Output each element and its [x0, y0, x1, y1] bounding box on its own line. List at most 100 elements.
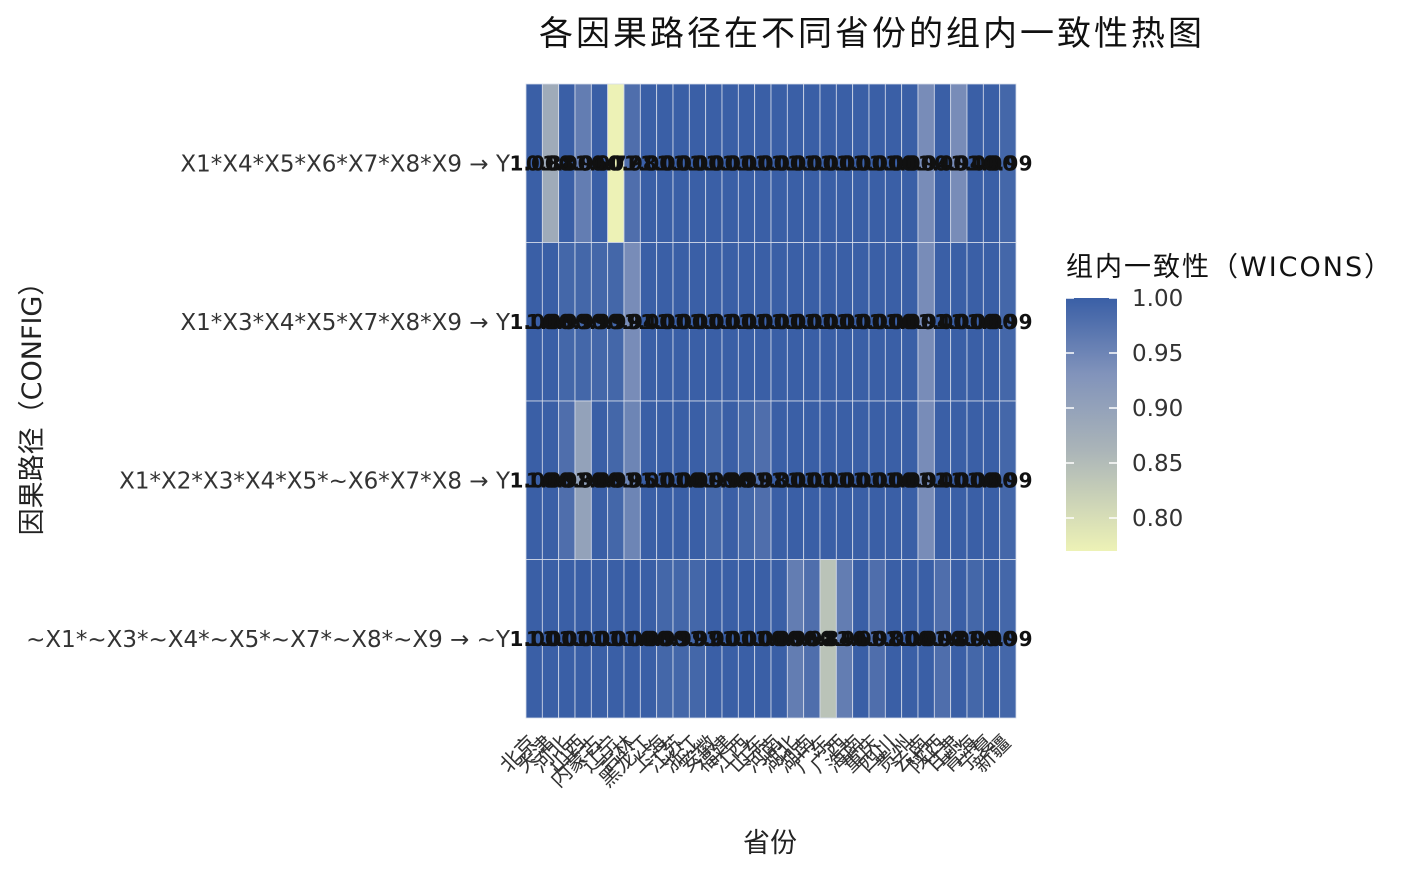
cell-value-label: 1.00 — [787, 151, 836, 175]
cell-value-label: 1.00 — [640, 151, 689, 175]
cell-value-label: 1.00 — [575, 151, 624, 175]
cell-value-label: 1.00 — [575, 627, 624, 651]
cell-value-label: 0.98 — [542, 468, 591, 492]
cell-value-label: 1.00 — [705, 310, 754, 334]
cell-value-label: 1.00 — [771, 151, 820, 175]
cell-value-label: 0.99 — [722, 468, 771, 492]
cell-value-label: 1.00 — [738, 151, 787, 175]
legend-title: 组内一致性（WICONS） — [1066, 252, 1393, 283]
cell-value-label: 1.00 — [836, 151, 885, 175]
cell-value-label: 1.00 — [673, 468, 722, 492]
legend-tick-label: 0.95 — [1132, 341, 1183, 367]
cell-value-label: 0.99 — [542, 310, 591, 334]
y-tick-labels: X1*X4*X5*X6*X7*X8*X9 → Y X1*X3*X4*X5*X7*X… — [26, 151, 511, 653]
cell-value-label: 0.84 — [803, 627, 852, 651]
cell-value-label: 0.77 — [591, 151, 640, 175]
cell-value-label: 1.00 — [820, 468, 869, 492]
cell-value-label: 1.00 — [705, 151, 754, 175]
legend-colorbar — [1066, 298, 1117, 551]
cell-value-label: 1.00 — [607, 627, 656, 651]
cell-value-label: 0.94 — [934, 151, 983, 175]
cell-value-label: 1.00 — [869, 627, 918, 651]
cell-value-label: 1.00 — [640, 468, 689, 492]
cell-value-label: 1.00 — [787, 468, 836, 492]
legend: 组内一致性（WICONS） 1.00 0.95 0.90 0.85 0.80 — [1066, 252, 1393, 551]
cell-value-label: 1.00 — [820, 151, 869, 175]
cell-value-label: 0.99 — [983, 310, 1032, 334]
cell-value-label: 1.00 — [591, 627, 640, 651]
cell-value-label: 1.00 — [950, 310, 999, 334]
legend-tick-label: 1.00 — [1132, 286, 1183, 312]
cell-value-label: 0.94 — [901, 151, 950, 175]
cell-value-label: 1.00 — [689, 310, 738, 334]
cell-value-label: 1.00 — [803, 151, 852, 175]
legend-tick-label: 0.80 — [1132, 506, 1183, 532]
cell-value-label: 0.98 — [607, 151, 656, 175]
cell-value-label: 1.00 — [787, 310, 836, 334]
cell-value-label: 0.98 — [738, 468, 787, 492]
cell-value-label: 0.99 — [591, 310, 640, 334]
cell-value-label: 1.00 — [673, 310, 722, 334]
cell-value-label: 1.00 — [967, 151, 1016, 175]
cell-value-label: 1.00 — [509, 151, 558, 175]
cell-value-label: 1.00 — [852, 151, 901, 175]
y-tick-label: X1*X2*X3*X4*X5*~X6*X7*X8 → Y — [119, 468, 511, 494]
cell-value-label: 1.00 — [542, 627, 591, 651]
cell-value-label: 1.00 — [885, 151, 934, 175]
cell-value-label: 1.00 — [918, 151, 967, 175]
cell-value-label: 0.98 — [787, 627, 836, 651]
cell-value-label: 1.00 — [738, 627, 787, 651]
cell-value-label: 1.00 — [509, 310, 558, 334]
cell-value-label: 0.94 — [901, 310, 950, 334]
cell-value-label: 1.00 — [754, 310, 803, 334]
cell-value-label: 1.00 — [869, 151, 918, 175]
cell-value-label: 1.00 — [689, 627, 738, 651]
cell-value-label: 0.99 — [950, 627, 999, 651]
heatmap-cell — [999, 559, 1017, 719]
cell-value-label: 1.00 — [705, 627, 754, 651]
cell-value-label: 1.00 — [624, 468, 673, 492]
cell-value-label: 1.00 — [526, 468, 575, 492]
cell-value-label: 1.00 — [803, 310, 852, 334]
cell-value-label: 1.00 — [836, 627, 885, 651]
cell-value-label: 0.99 — [575, 310, 624, 334]
cell-value-label: 1.00 — [934, 310, 983, 334]
heatmap-cells — [525, 83, 1017, 719]
heatmap-cell-labels: 1.000.881.000.961.000.770.981.001.001.00… — [509, 151, 1032, 651]
cell-value-label: 0.99 — [673, 627, 722, 651]
cell-value-label: 0.99 — [640, 627, 689, 651]
cell-value-label: 1.00 — [918, 468, 967, 492]
cell-value-label: 1.00 — [738, 310, 787, 334]
cell-value-label: 1.00 — [754, 151, 803, 175]
cell-value-label: 1.00 — [950, 151, 999, 175]
cell-value-label: 1.00 — [509, 627, 558, 651]
cell-value-label: 1.00 — [656, 310, 705, 334]
cell-value-label: 1.00 — [934, 468, 983, 492]
cell-value-label: 1.00 — [689, 151, 738, 175]
chart-title: 各因果路径在不同省份的组内一致性热图 — [539, 14, 1205, 54]
cell-value-label: 0.99 — [983, 468, 1032, 492]
cell-value-label: 1.00 — [754, 627, 803, 651]
cell-value-label: 1.00 — [918, 310, 967, 334]
cell-value-label: 0.99 — [983, 627, 1032, 651]
cell-value-label: 1.00 — [673, 151, 722, 175]
cell-value-label: 1.00 — [558, 627, 607, 651]
cell-value-label: 0.99 — [656, 627, 705, 651]
cell-value-label: 0.94 — [607, 310, 656, 334]
cell-value-label: 1.00 — [624, 310, 673, 334]
cell-value-label: 1.00 — [950, 468, 999, 492]
y-tick-label: X1*X3*X4*X5*X7*X8*X9 → Y — [180, 310, 511, 336]
legend-tick-label: 0.85 — [1132, 451, 1183, 477]
cell-value-label: 1.00 — [803, 468, 852, 492]
cell-value-label: 1.00 — [820, 310, 869, 334]
x-tick-labels: 北京天津河北山西内蒙古辽宁吉林黑龙江上海江苏浙江安徽福建江西山东河南湖北湖南广东… — [495, 731, 1015, 793]
cell-value-label: 1.00 — [575, 468, 624, 492]
cell-value-label: 0.99 — [689, 468, 738, 492]
x-axis-label: 省份 — [743, 828, 797, 859]
cell-value-label: 1.00 — [771, 468, 820, 492]
y-tick-label: ~X1*~X3*~X4*~X5*~X7*~X8*~X9 → ~Y — [26, 627, 511, 653]
cell-value-label: 1.00 — [656, 468, 705, 492]
cell-value-label: 0.94 — [901, 468, 950, 492]
legend-ticks: 1.00 0.95 0.90 0.85 0.80 — [1066, 286, 1183, 532]
cell-value-label: 0.98 — [918, 627, 967, 651]
